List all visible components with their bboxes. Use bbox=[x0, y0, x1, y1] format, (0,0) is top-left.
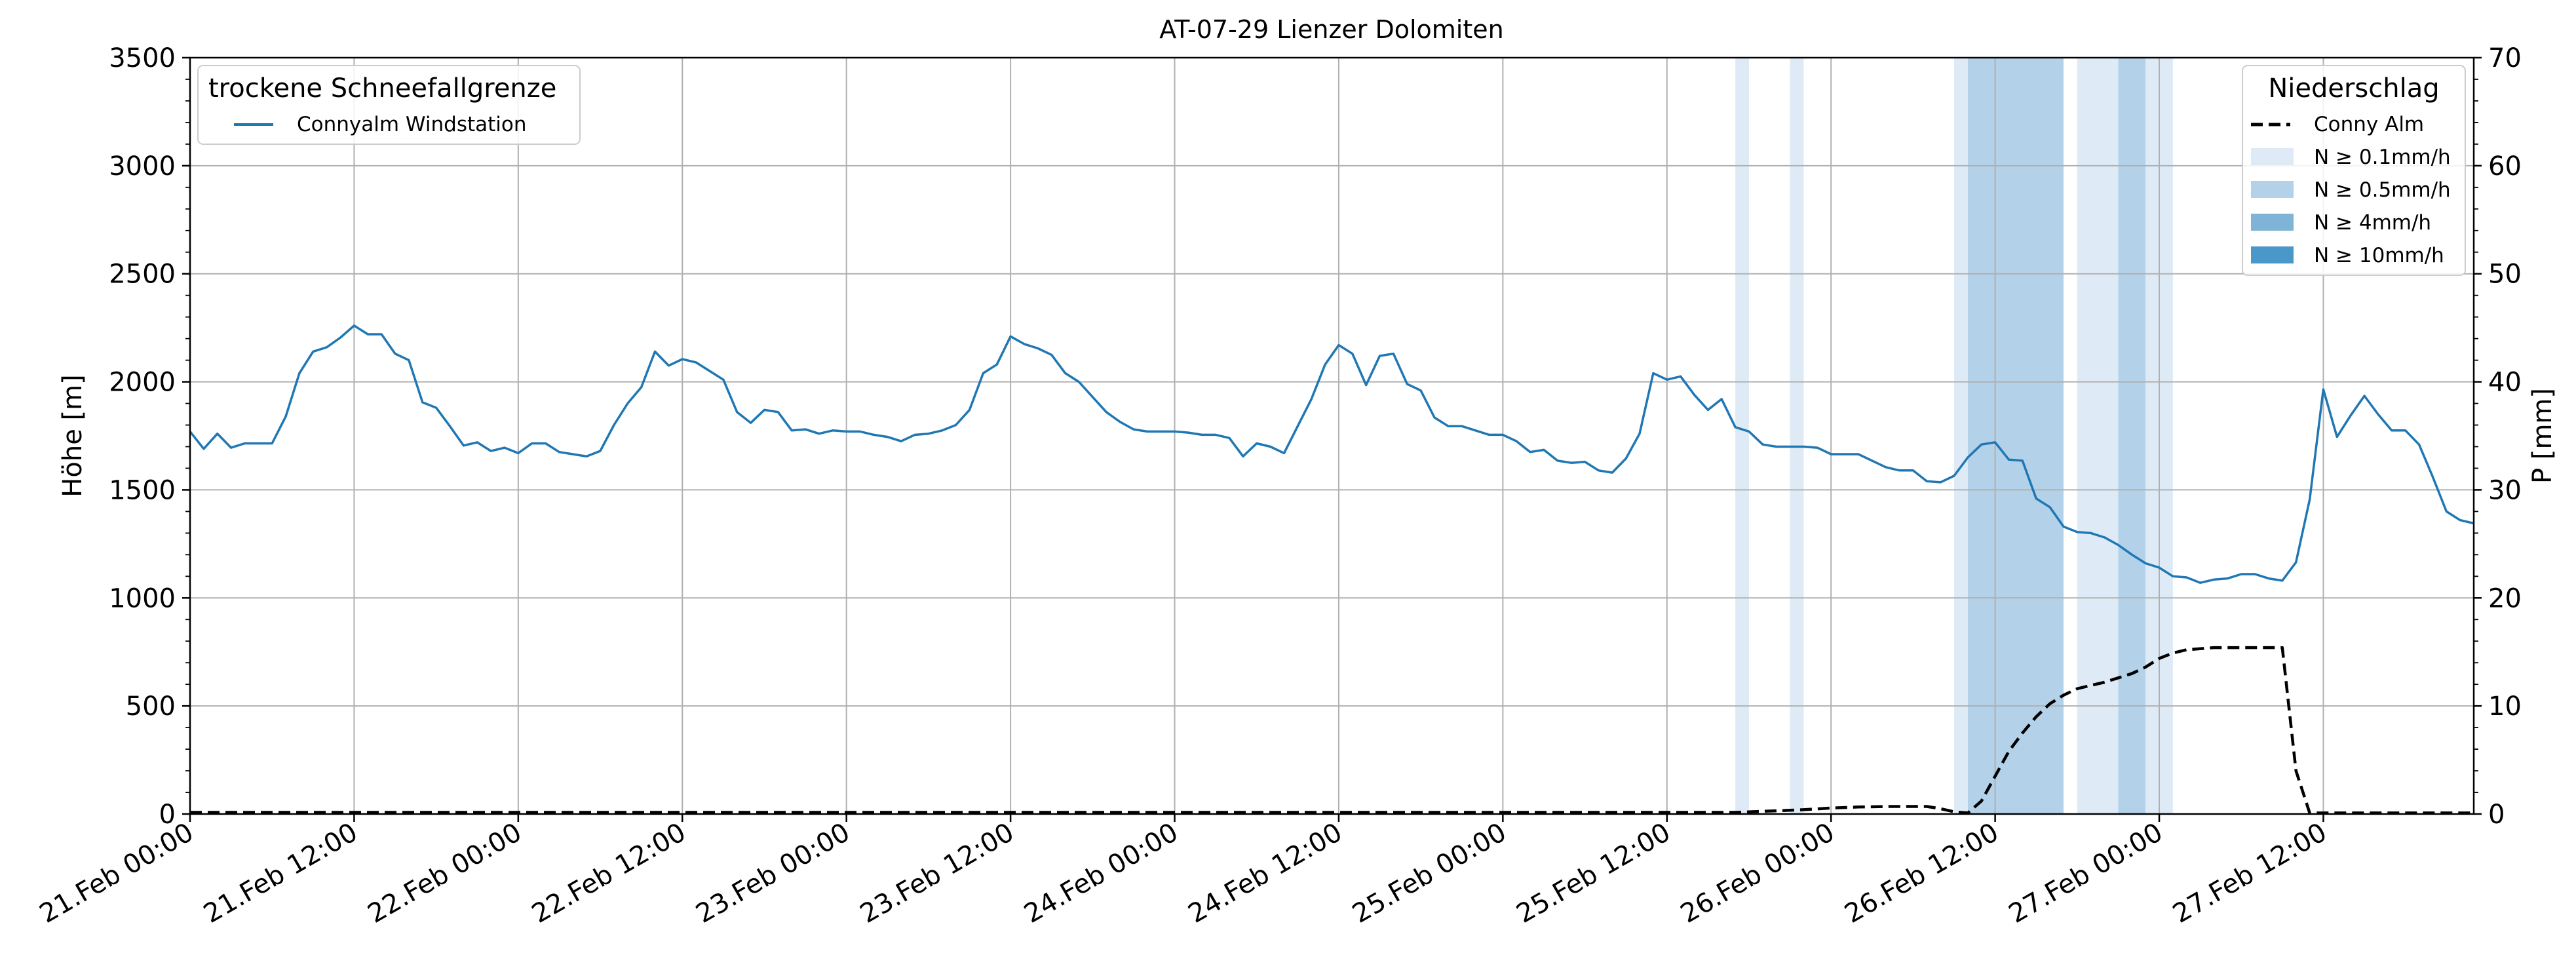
legend-right-swatch-n01 bbox=[2251, 148, 2294, 165]
legend-right-title: Niederschlag bbox=[2268, 73, 2439, 104]
y-right-tick-label: 50 bbox=[2488, 260, 2522, 290]
y-left-tick-label: 2000 bbox=[109, 368, 176, 398]
precip-band-1 bbox=[1790, 58, 1804, 814]
y-left-tick-label: 500 bbox=[126, 691, 176, 722]
y-right-tick-label: 60 bbox=[2488, 151, 2522, 182]
precip-band-3 bbox=[1967, 58, 2064, 814]
precip-band-2 bbox=[1954, 58, 1968, 814]
legend-left: trockene Schneefallgrenze Connyalm Winds… bbox=[197, 65, 581, 145]
y-left-tick-label: 3000 bbox=[109, 151, 176, 182]
chart-title: AT-07-29 Lienzer Dolomiten bbox=[1159, 15, 1503, 44]
y-right-tick-label: 10 bbox=[2488, 691, 2522, 722]
y-left-tick-label: 2500 bbox=[109, 260, 176, 290]
y-axis-left-label: Höhe [m] bbox=[58, 374, 88, 497]
plot-frame bbox=[189, 56, 2475, 815]
y-right-tick-label: 40 bbox=[2488, 368, 2522, 398]
legend-right-entry-n05: N ≥ 0.5mm/h bbox=[2314, 178, 2451, 202]
series-lines bbox=[189, 324, 2474, 815]
legend-right-box bbox=[2242, 65, 2466, 276]
precip-bands bbox=[1735, 58, 2173, 814]
legend-left-title: trockene Schneefallgrenze bbox=[208, 73, 556, 104]
y-axis-right-label: P [mm] bbox=[2528, 388, 2558, 484]
y-right-tick-label: 20 bbox=[2488, 583, 2522, 613]
series-connyalm-windstation bbox=[189, 324, 2474, 584]
y-right-tick-label: 70 bbox=[2488, 43, 2522, 73]
legend-left-box bbox=[197, 65, 581, 145]
legend-right-entry-conny-alm: Conny Alm bbox=[2314, 113, 2424, 136]
series-conny-alm-precip bbox=[190, 646, 2474, 815]
legend-right-swatch-n4 bbox=[2251, 214, 2294, 231]
legend-right: Niederschlag Conny Alm N ≥ 0.1mm/h N ≥ 0… bbox=[2242, 65, 2466, 276]
legend-left-entry-connyalm: Connyalm Windstation bbox=[297, 113, 527, 136]
legend-right-swatch-n05 bbox=[2251, 181, 2294, 198]
y-right-tick-label: 30 bbox=[2488, 475, 2522, 505]
legend-right-entry-n10: N ≥ 10mm/h bbox=[2314, 244, 2444, 267]
legend-right-entry-n01: N ≥ 0.1mm/h bbox=[2314, 146, 2451, 169]
y-right-tick-label: 0 bbox=[2488, 800, 2505, 830]
legend-right-entry-n4: N ≥ 4mm/h bbox=[2314, 211, 2431, 235]
y-left-tick-label: 3500 bbox=[109, 43, 176, 73]
precip-band-5 bbox=[2118, 58, 2146, 814]
y-left-tick-label: 1500 bbox=[109, 475, 176, 505]
precip-band-0 bbox=[1735, 58, 1749, 814]
precip-band-4 bbox=[2077, 58, 2119, 814]
y-left-tick-label: 1000 bbox=[109, 583, 176, 613]
y-left-tick-label: 0 bbox=[159, 800, 176, 830]
legend-right-swatch-n10 bbox=[2251, 246, 2294, 263]
